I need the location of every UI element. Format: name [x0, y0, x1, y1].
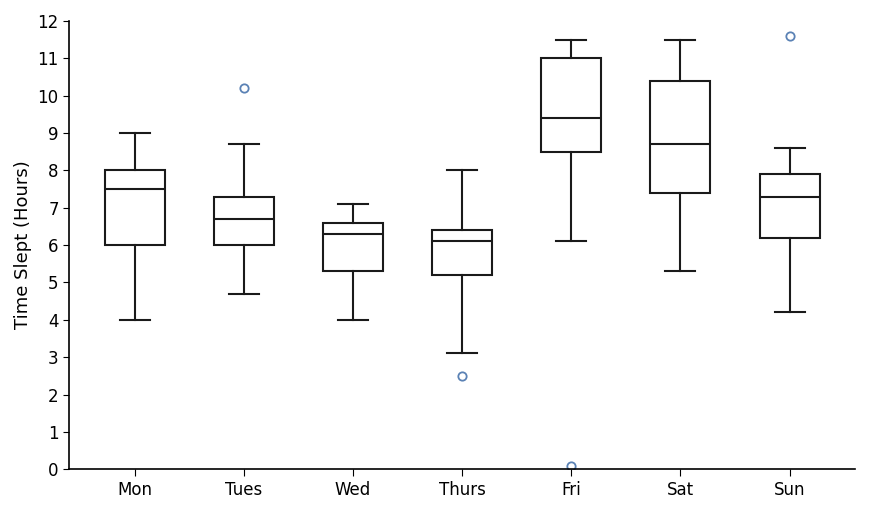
PathPatch shape	[760, 174, 819, 238]
PathPatch shape	[323, 223, 383, 271]
PathPatch shape	[214, 196, 274, 245]
PathPatch shape	[104, 170, 164, 245]
PathPatch shape	[432, 230, 492, 275]
PathPatch shape	[541, 58, 601, 152]
PathPatch shape	[650, 81, 711, 193]
Y-axis label: Time Slept (Hours): Time Slept (Hours)	[14, 161, 32, 329]
